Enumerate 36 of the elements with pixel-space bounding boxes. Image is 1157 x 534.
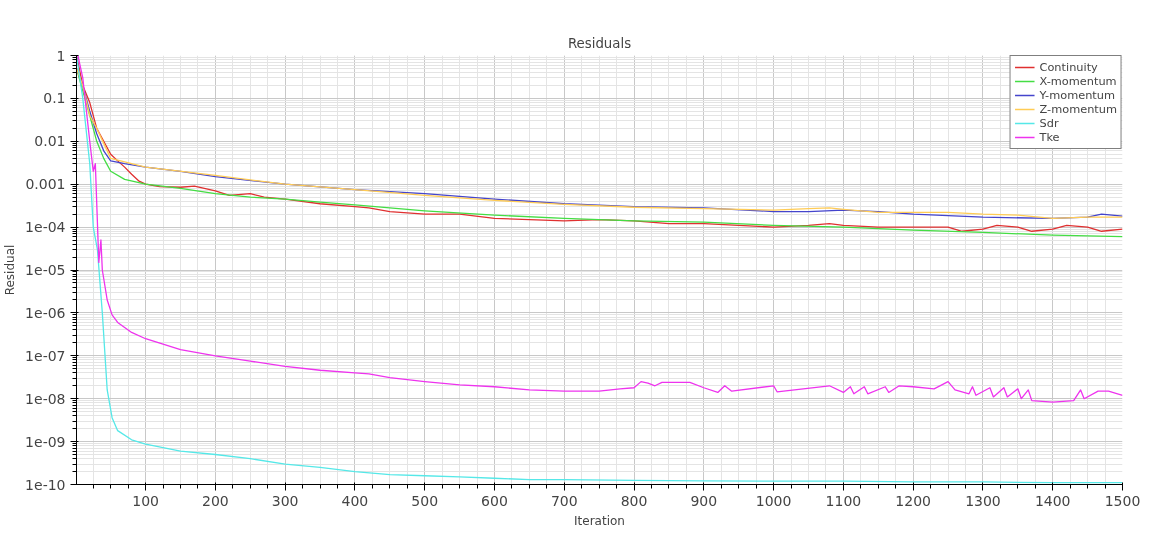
x-tick-label: 1500 [1104,492,1141,509]
y-tick-label: 1e-04 [25,219,66,236]
x-tick-label: 1400 [1034,492,1071,509]
y-tick-label: 0.01 [34,133,66,150]
x-tick-label: 500 [411,492,439,509]
legend-label: Sdr [1039,116,1060,130]
y-tick-label: 1e-06 [25,304,66,321]
x-tick-label: 1100 [825,492,862,509]
y-tick-label: 1e-07 [25,347,66,364]
legend-label: X-momentum [1039,74,1117,88]
legend-label: Continuity [1039,60,1098,74]
legend-label: Tke [1039,130,1060,144]
y-tick-label: 0.1 [43,90,66,107]
chart-title: Residuals [567,35,632,51]
x-tick-label: 400 [341,492,369,509]
y-tick-label: 0.001 [25,176,66,193]
line-series [77,55,1123,403]
x-tick-label: 800 [620,492,648,509]
y-axis-title: Residual [3,244,18,296]
x-tick-label: 600 [481,492,508,509]
x-tick-label: 1200 [895,492,931,509]
legend-label: Y-momentum [1039,88,1116,102]
y-tick-label: 1e-08 [25,390,66,407]
x-tick-label: 300 [271,492,299,509]
x-tick-label: 700 [550,492,578,509]
legend-label: Z-momentum [1039,102,1117,116]
x-tick-label: 900 [690,492,718,509]
y-tick-label: 1e-10 [25,476,66,493]
x-axis-title: Iteration [574,513,625,528]
y-tick-label: 1 [56,47,66,64]
x-tick-label: 1000 [755,492,792,509]
x-tick-label: 1300 [965,492,1001,509]
x-tick-label: 200 [202,492,229,509]
y-tick-label: 1e-05 [25,262,66,278]
x-tick-label: 100 [132,492,159,509]
y-tick-label: 1e-09 [25,433,66,450]
